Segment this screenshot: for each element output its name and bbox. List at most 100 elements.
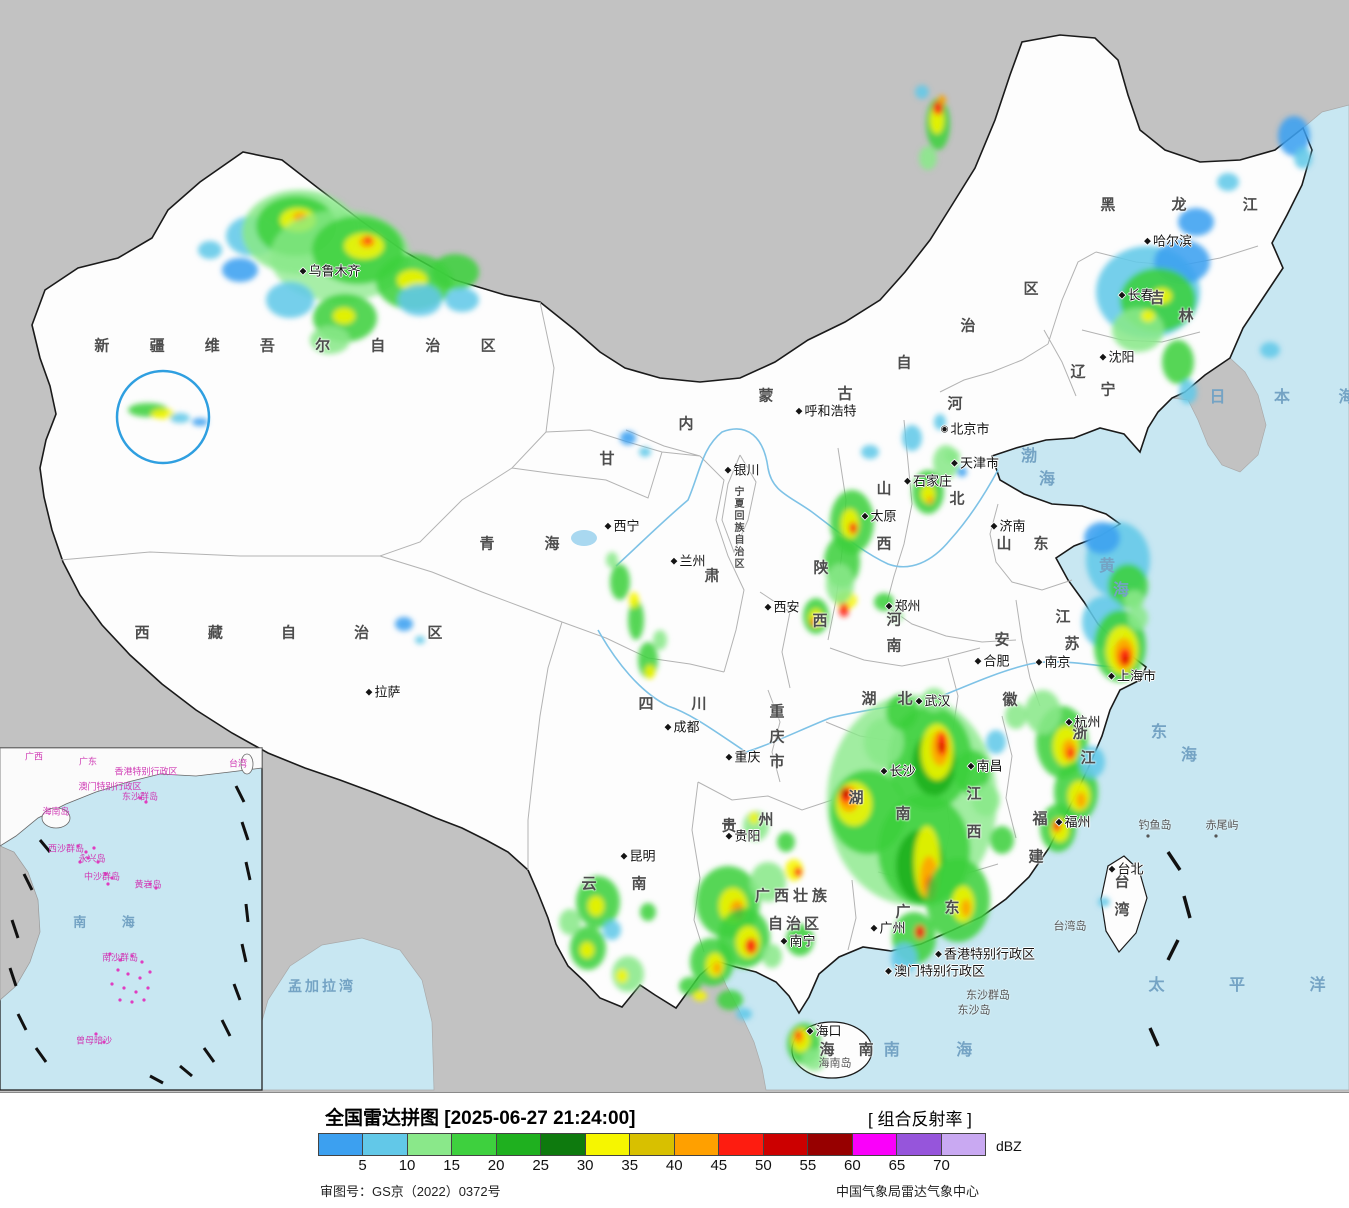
radar-echo	[606, 552, 618, 568]
legend-unit: dBZ	[996, 1138, 1022, 1154]
legend-tick: 65	[888, 1157, 906, 1174]
inset-island-dot	[142, 998, 146, 1002]
radar-echo	[713, 962, 721, 974]
legend-panel: 全国雷达拼图 [2025-06-27 21:24:00] [ 组合反射率 ] d…	[0, 1092, 1349, 1208]
inset-island-dot	[154, 886, 158, 890]
radar-echo	[1067, 747, 1075, 759]
radar-echo	[580, 942, 594, 958]
radar-echo	[1079, 746, 1105, 778]
radar-echo	[954, 750, 990, 794]
inset-island-dot	[108, 952, 112, 956]
boundary-dash	[38, 839, 52, 853]
diaoyu-islet	[1146, 834, 1150, 838]
legend-tick: 25	[532, 1157, 549, 1174]
boundary-dash	[232, 983, 242, 1001]
inset-island-dot	[102, 1040, 106, 1044]
radar-echo	[1025, 690, 1061, 734]
radar-echo	[891, 943, 917, 973]
legend-cell	[941, 1134, 986, 1155]
radar-echo	[612, 956, 644, 992]
radar-echo	[679, 977, 701, 995]
inset-island-dot	[116, 968, 120, 972]
approval-number: 审图号：GS京（2022）0372号	[320, 1184, 501, 1199]
radar-echo	[886, 694, 918, 730]
radar-echo	[811, 618, 817, 626]
radar-echo	[1124, 590, 1144, 610]
boundary-dash	[1166, 939, 1180, 961]
radar-echo	[640, 903, 656, 921]
radar-map: 黑 龙 江吉林辽宁内蒙古自治区新 疆 维 吾 尔 自 治 区西 藏 自 治 区青…	[0, 0, 1349, 1092]
legend-tick: 20	[487, 1157, 505, 1174]
radar-echo	[310, 326, 350, 354]
radar-echo	[841, 509, 859, 539]
radar-echo	[874, 593, 894, 611]
radar-echo	[1152, 288, 1172, 304]
yangtze-river	[597, 629, 1139, 753]
boundary-dash	[16, 1013, 28, 1031]
agency-name: 中国气象局雷达气象中心	[836, 1184, 980, 1199]
radar-echo	[919, 146, 937, 170]
radar-echo-layer	[128, 85, 1312, 1071]
inset-island-dot	[130, 1000, 134, 1004]
radar-echo	[192, 418, 208, 426]
inset-islands-layer	[76, 796, 158, 1044]
boundary-dash	[240, 821, 250, 841]
legend-tick: 50	[754, 1157, 772, 1174]
radar-echo	[1162, 340, 1194, 384]
radar-echo	[620, 431, 636, 445]
radar-echo	[842, 789, 848, 797]
boundary-dash	[1148, 1027, 1160, 1047]
legend-cell	[585, 1134, 631, 1155]
legend-tick: 15	[443, 1157, 460, 1174]
radar-echo	[1076, 792, 1086, 808]
radar-echo	[1217, 173, 1239, 191]
radar-echo	[864, 718, 904, 766]
radar-echo	[957, 467, 967, 477]
taiwan-island	[1100, 855, 1148, 953]
inset-island-dot	[94, 1032, 98, 1036]
radar-echo	[616, 969, 628, 983]
radar-echo	[1178, 208, 1214, 236]
radar-echo	[170, 413, 190, 423]
legend-tick: 55	[799, 1157, 817, 1174]
legend-colorbar	[318, 1133, 986, 1156]
inset-island-dot	[144, 800, 148, 804]
radar-echo	[972, 784, 1000, 816]
radar-echo	[777, 832, 795, 852]
radar-echo	[990, 826, 1014, 854]
inset-island-dot	[138, 796, 142, 800]
radar-echo	[927, 496, 933, 504]
radar-echo	[364, 236, 372, 244]
legend-cell	[541, 1134, 586, 1155]
qinghai-lake	[571, 530, 597, 546]
legend-tick: 10	[398, 1157, 416, 1174]
inset-island-dot	[104, 872, 108, 876]
inset-island-dot	[84, 850, 88, 854]
radar-echo	[915, 925, 925, 939]
radar-echo	[786, 924, 814, 956]
radar-echo	[717, 990, 743, 1010]
boundary-dash	[244, 861, 252, 881]
radar-echo	[802, 1049, 826, 1071]
legend-cell	[674, 1134, 720, 1155]
radar-echo	[794, 867, 802, 877]
inset-mainland	[0, 747, 263, 847]
legend-cell	[763, 1134, 809, 1155]
radar-echo	[889, 610, 903, 622]
radar-echo	[922, 688, 946, 712]
radar-echo	[628, 600, 644, 640]
yellow-river	[615, 428, 999, 568]
radar-echo	[938, 742, 944, 752]
radar-echo	[1084, 522, 1120, 554]
radar-echo	[151, 409, 175, 419]
radar-echo	[333, 308, 355, 324]
radar-echo	[986, 730, 1006, 754]
boundary-dash	[202, 1047, 216, 1063]
inset-island-dot	[148, 882, 152, 886]
inset-island-dot	[130, 954, 134, 958]
boundary-dash	[244, 903, 250, 923]
inset-island-dot	[146, 986, 150, 990]
legend-cell	[363, 1134, 408, 1155]
inset-island-dot	[126, 972, 130, 976]
radar-echo	[266, 282, 314, 318]
